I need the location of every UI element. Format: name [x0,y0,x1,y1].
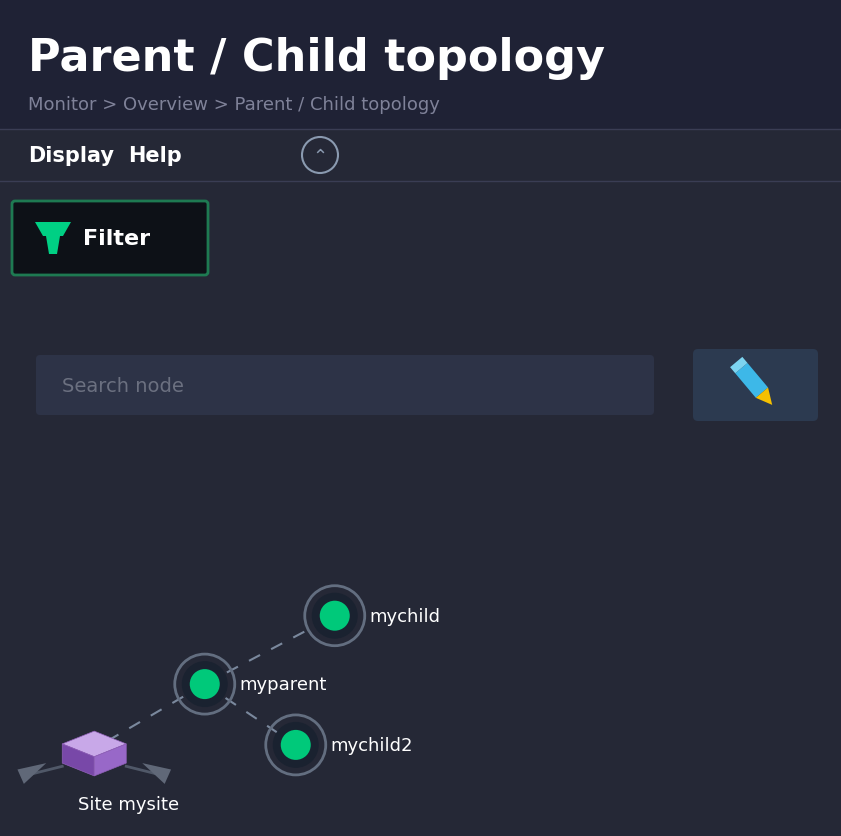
Polygon shape [62,732,126,757]
Text: Help: Help [128,145,182,166]
Text: Filter: Filter [83,229,151,248]
Polygon shape [756,388,772,405]
Polygon shape [735,364,768,398]
Polygon shape [142,763,171,784]
FancyBboxPatch shape [0,130,841,181]
Text: Parent / Child topology: Parent / Child topology [28,37,605,79]
Text: myparent: myparent [240,675,327,693]
FancyBboxPatch shape [693,349,818,421]
Circle shape [320,601,350,631]
Text: ⌃: ⌃ [313,148,327,166]
FancyBboxPatch shape [36,355,654,415]
Polygon shape [94,744,126,776]
Text: Display: Display [28,145,114,166]
Polygon shape [62,744,94,776]
Polygon shape [46,237,60,255]
Polygon shape [730,358,748,374]
Polygon shape [18,763,46,784]
Polygon shape [35,222,71,237]
Text: mychild2: mychild2 [331,736,413,754]
FancyBboxPatch shape [0,0,841,155]
Text: mychild: mychild [370,607,441,625]
Circle shape [281,730,311,760]
Text: Search node: Search node [62,376,184,395]
Circle shape [272,722,319,768]
Text: Site mysite: Site mysite [78,795,179,813]
FancyBboxPatch shape [0,181,841,836]
Circle shape [182,661,228,707]
Circle shape [190,670,220,699]
Circle shape [312,593,357,639]
Text: Monitor > Overview > Parent / Child topology: Monitor > Overview > Parent / Child topo… [28,96,440,114]
FancyBboxPatch shape [12,201,208,276]
